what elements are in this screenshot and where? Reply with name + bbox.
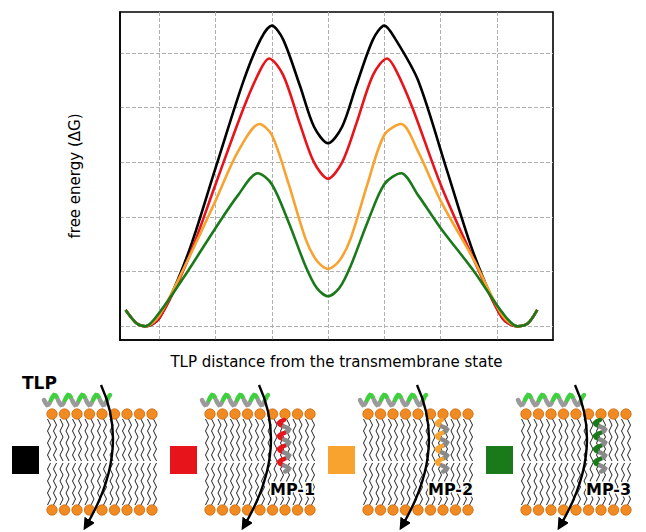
svg-text:TLP distance from the transmem: TLP distance from the transmembrane stat…	[169, 353, 502, 371]
svg-text:MP-1: MP-1	[270, 480, 315, 499]
svg-text:free energy (ΔG): free energy (ΔG)	[66, 114, 84, 239]
svg-text:MP-2: MP-2	[428, 480, 473, 499]
svg-text:MP-3: MP-3	[586, 480, 631, 499]
svg-text:TLP: TLP	[22, 373, 57, 393]
